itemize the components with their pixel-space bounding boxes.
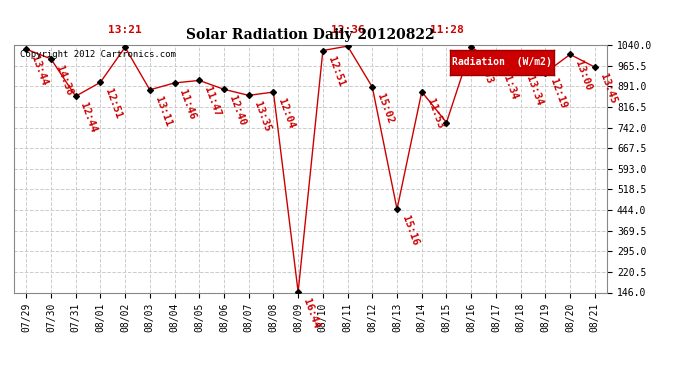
Text: 11:53: 11:53 xyxy=(425,97,445,129)
Text: 12:44: 12:44 xyxy=(79,101,99,134)
Text: 11:28: 11:28 xyxy=(430,25,464,35)
Text: 13:21: 13:21 xyxy=(108,25,142,35)
Text: 15:02: 15:02 xyxy=(375,92,395,125)
Text: 12:04: 12:04 xyxy=(277,97,297,130)
Text: 12:36: 12:36 xyxy=(331,25,364,35)
Text: 13:00: 13:00 xyxy=(573,59,593,92)
Text: 11:47: 11:47 xyxy=(202,86,222,118)
Text: 13:11: 13:11 xyxy=(152,95,172,128)
Text: 11:46: 11:46 xyxy=(177,88,197,121)
Text: 15:16: 15:16 xyxy=(400,214,420,247)
Title: Solar Radiation Daily 20120822: Solar Radiation Daily 20120822 xyxy=(186,28,435,42)
Text: 12:51: 12:51 xyxy=(104,87,124,120)
Text: 12:19: 12:19 xyxy=(549,78,569,111)
Text: 12:51: 12:51 xyxy=(326,56,346,88)
Text: 16:03: 16:03 xyxy=(474,52,494,85)
Text: 14:38: 14:38 xyxy=(54,64,74,97)
Text: 13:35: 13:35 xyxy=(252,100,272,133)
Text: 11:34: 11:34 xyxy=(499,68,519,101)
Text: 13:44: 13:44 xyxy=(29,54,49,87)
Text: 12:40: 12:40 xyxy=(227,94,247,127)
Text: 13:45: 13:45 xyxy=(598,72,618,105)
Text: 13:34: 13:34 xyxy=(524,74,544,107)
Text: Copyright 2012 Cartronics.com: Copyright 2012 Cartronics.com xyxy=(20,50,176,59)
Text: 16:44: 16:44 xyxy=(301,297,321,330)
